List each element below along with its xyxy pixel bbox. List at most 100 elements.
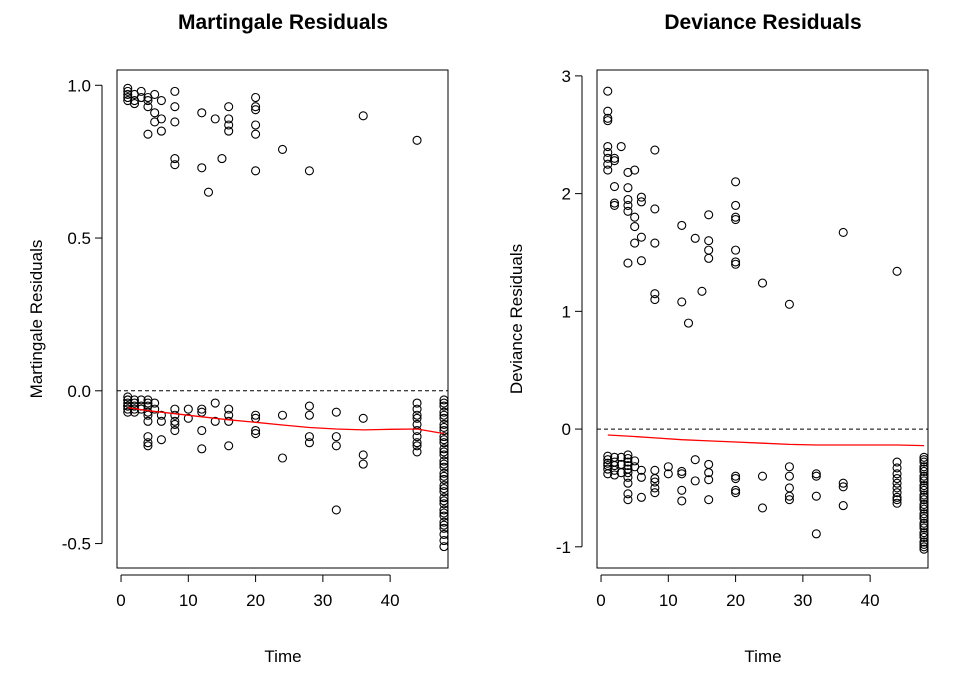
- data-point: [616, 141, 626, 152]
- data-point: [731, 488, 741, 498]
- data-point: [150, 108, 160, 118]
- data-point: [838, 227, 848, 238]
- data-point: [136, 86, 146, 96]
- data-point: [784, 471, 794, 481]
- data-point: [650, 488, 660, 498]
- data-point: [919, 483, 929, 493]
- data-point: [919, 462, 929, 472]
- chart-title: Deviance Residuals: [664, 11, 861, 34]
- data-point: [412, 135, 422, 145]
- data-point: [704, 236, 714, 246]
- data-point: [690, 455, 700, 465]
- data-point: [170, 117, 180, 127]
- data-point: [439, 471, 449, 481]
- data-point: [439, 401, 449, 411]
- x-tick-label: 20: [726, 591, 745, 610]
- data-point: [439, 493, 449, 503]
- data-point: [919, 544, 929, 554]
- data-point: [412, 425, 422, 436]
- data-point: [251, 410, 261, 420]
- data-point: [143, 438, 153, 448]
- x-tick-label: 10: [179, 591, 198, 610]
- data-point: [919, 521, 929, 531]
- data-point: [197, 444, 207, 454]
- data-point: [623, 489, 633, 499]
- data-points: [603, 86, 929, 554]
- data-point: [650, 204, 660, 214]
- data-point: [919, 514, 929, 524]
- data-point: [143, 102, 153, 112]
- data-point: [919, 509, 929, 519]
- data-point: [150, 404, 160, 414]
- data-point: [623, 450, 633, 460]
- data-point: [224, 102, 234, 112]
- data-point: [439, 459, 449, 469]
- data-point: [439, 468, 449, 478]
- data-point: [439, 432, 449, 442]
- martingale-panel: Martingale Residuals Time Martingale Res…: [27, 11, 449, 666]
- data-point: [143, 432, 153, 442]
- data-point: [439, 487, 449, 497]
- data-point: [892, 469, 902, 479]
- data-point: [650, 145, 660, 155]
- data-point: [919, 485, 929, 495]
- data-point: [731, 259, 741, 269]
- data-point: [203, 187, 214, 197]
- data-points: [123, 83, 449, 552]
- data-point: [838, 482, 848, 492]
- data-point: [704, 475, 714, 485]
- y-tick-label: 0.5: [67, 229, 91, 248]
- data-point: [156, 410, 166, 420]
- data-point: [412, 410, 422, 420]
- data-point: [690, 476, 700, 486]
- data-point: [784, 299, 794, 309]
- data-point: [919, 537, 929, 547]
- data-point: [623, 200, 633, 210]
- data-point: [224, 404, 234, 414]
- smooth-curve: [127, 406, 445, 435]
- data-point: [623, 472, 633, 482]
- data-point: [731, 177, 741, 187]
- x-tick-label: 20: [246, 591, 265, 610]
- data-point: [623, 167, 633, 177]
- data-point: [439, 462, 449, 472]
- data-point: [757, 278, 768, 288]
- data-point: [412, 413, 422, 423]
- data-point: [210, 398, 220, 408]
- data-point: [170, 416, 180, 426]
- data-point: [439, 535, 449, 546]
- data-point: [609, 153, 620, 163]
- data-point: [892, 463, 902, 473]
- data-point: [123, 89, 133, 99]
- data-point: [123, 83, 133, 93]
- data-point: [439, 511, 449, 521]
- data-point: [892, 492, 902, 502]
- data-point: [630, 222, 640, 232]
- data-point: [277, 144, 288, 154]
- data-point: [224, 126, 234, 136]
- data-point: [603, 106, 613, 116]
- y-tick-label: 3: [562, 67, 571, 86]
- data-point: [603, 116, 613, 126]
- data-point: [143, 129, 153, 139]
- data-point: [170, 86, 180, 96]
- data-point: [892, 478, 902, 488]
- data-point: [636, 256, 646, 266]
- data-point: [677, 469, 687, 479]
- data-point: [892, 473, 902, 484]
- data-point: [690, 233, 700, 243]
- data-point: [919, 523, 929, 533]
- x-tick-label: 0: [116, 591, 125, 610]
- data-point: [143, 398, 153, 408]
- data-point: [210, 416, 220, 426]
- data-point: [150, 89, 160, 99]
- data-point: [623, 461, 633, 471]
- data-point: [224, 416, 234, 426]
- data-point: [919, 539, 929, 550]
- data-point: [129, 395, 140, 405]
- data-point: [156, 435, 166, 445]
- data-point: [331, 407, 341, 417]
- data-point: [197, 404, 207, 414]
- data-point: [784, 495, 794, 505]
- data-point: [663, 469, 673, 479]
